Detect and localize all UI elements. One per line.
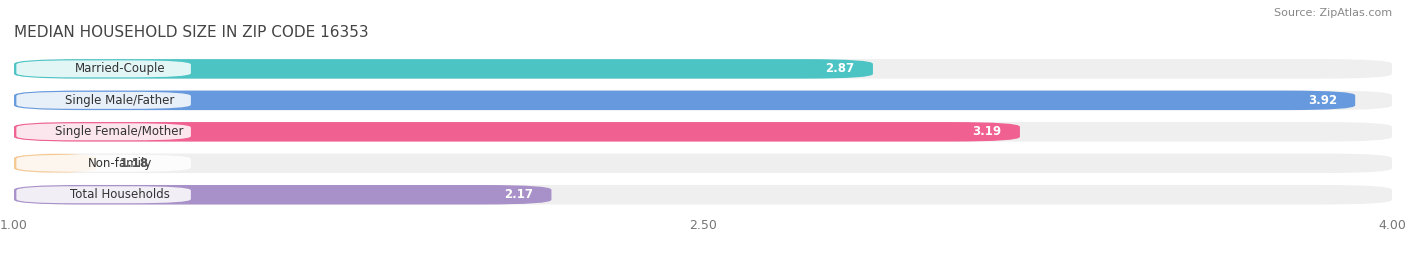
FancyBboxPatch shape	[14, 122, 1392, 141]
FancyBboxPatch shape	[17, 92, 191, 109]
FancyBboxPatch shape	[14, 59, 1392, 79]
FancyBboxPatch shape	[17, 123, 191, 140]
FancyBboxPatch shape	[17, 155, 191, 172]
Text: 2.87: 2.87	[825, 62, 855, 75]
Text: Single Female/Mother: Single Female/Mother	[55, 125, 184, 138]
FancyBboxPatch shape	[14, 154, 97, 173]
FancyBboxPatch shape	[14, 91, 1392, 110]
FancyBboxPatch shape	[14, 154, 1392, 173]
Text: Married-Couple: Married-Couple	[75, 62, 165, 75]
Text: 3.92: 3.92	[1308, 94, 1337, 107]
Text: 2.17: 2.17	[505, 188, 533, 201]
Text: MEDIAN HOUSEHOLD SIZE IN ZIP CODE 16353: MEDIAN HOUSEHOLD SIZE IN ZIP CODE 16353	[14, 25, 368, 40]
Text: Non-family: Non-family	[87, 157, 152, 170]
FancyBboxPatch shape	[17, 60, 191, 77]
Text: 3.19: 3.19	[973, 125, 1001, 138]
FancyBboxPatch shape	[14, 59, 873, 79]
Text: Source: ZipAtlas.com: Source: ZipAtlas.com	[1274, 8, 1392, 18]
Text: Total Households: Total Households	[70, 188, 170, 201]
FancyBboxPatch shape	[14, 91, 1355, 110]
FancyBboxPatch shape	[17, 186, 191, 203]
FancyBboxPatch shape	[14, 122, 1019, 141]
FancyBboxPatch shape	[14, 185, 1392, 204]
Text: Single Male/Father: Single Male/Father	[65, 94, 174, 107]
FancyBboxPatch shape	[14, 185, 551, 204]
Text: 1.18: 1.18	[120, 157, 149, 170]
